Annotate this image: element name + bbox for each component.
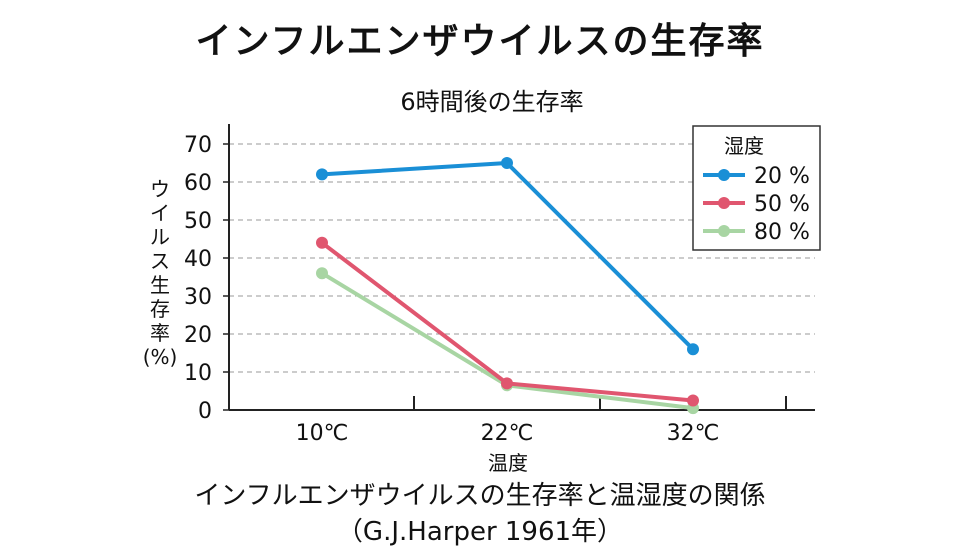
legend-label: 80 % — [754, 220, 810, 245]
data-point — [316, 267, 328, 280]
data-point — [687, 343, 699, 356]
legend-title: 湿度 — [724, 134, 764, 158]
legend-label: 50 % — [754, 192, 810, 217]
y-tick-label: 60 — [184, 171, 212, 196]
y-tick-label: 70 — [184, 133, 212, 158]
data-point — [316, 168, 328, 181]
series-line — [320, 241, 694, 403]
page-title: インフルエンザウイルスの生存率 — [195, 21, 765, 62]
y-axis-label-char: 生 — [150, 273, 170, 297]
line-chart: 6時間後の生存率 0 10 20 30 40 50 60 70 10℃ 22℃ 32℃ ウイルス生存… — [143, 88, 821, 475]
x-axis-label: 温度 — [488, 451, 528, 475]
y-axis-label-char: ウ — [150, 177, 170, 201]
tick-labels: 0 10 20 30 40 50 60 70 10℃ 22℃ 32℃ — [184, 133, 719, 446]
y-axis-unit: (%) — [143, 345, 178, 369]
data-point — [501, 377, 513, 390]
data-point — [687, 394, 699, 407]
series-layer — [316, 157, 699, 415]
data-point — [501, 157, 513, 169]
y-axis-label-char: 存 — [150, 297, 170, 321]
x-tick-label: 22℃ — [481, 421, 534, 446]
y-tick-label: 40 — [184, 247, 212, 272]
y-axis-label-char: イ — [150, 201, 170, 225]
caption-line-2: （G.J.Harper 1961年） — [336, 517, 624, 547]
source-caption: インフルエンザウイルスの生存率と温湿度の関係 （G.J.Harper 1961年… — [0, 478, 960, 550]
x-tick-label: 10℃ — [296, 421, 349, 446]
caption-line-1: インフルエンザウイルスの生存率と温湿度の関係 — [194, 481, 766, 511]
y-tick-label: 30 — [184, 285, 212, 310]
series-line — [321, 161, 695, 351]
y-tick-label: 0 — [198, 399, 212, 424]
y-axis-label-char: ス — [150, 249, 170, 273]
legend: 湿度 20 % 50 % 80 % — [692, 125, 821, 251]
legend-swatch-marker — [718, 169, 730, 181]
legend-swatch-marker — [718, 225, 730, 237]
y-axis-label-char: ル — [150, 225, 170, 249]
y-axis-label-char: 率 — [150, 321, 170, 345]
x-tick-label: 32℃ — [667, 421, 720, 446]
chart-title: 6時間後の生存率 — [400, 88, 583, 116]
y-tick-label: 20 — [184, 323, 212, 348]
data-point — [316, 236, 328, 249]
axes — [223, 124, 815, 411]
legend-swatch-marker — [718, 197, 730, 209]
legend-label: 20 % — [754, 164, 810, 189]
y-tick-label: 50 — [184, 209, 212, 234]
y-tick-label: 10 — [184, 361, 212, 386]
